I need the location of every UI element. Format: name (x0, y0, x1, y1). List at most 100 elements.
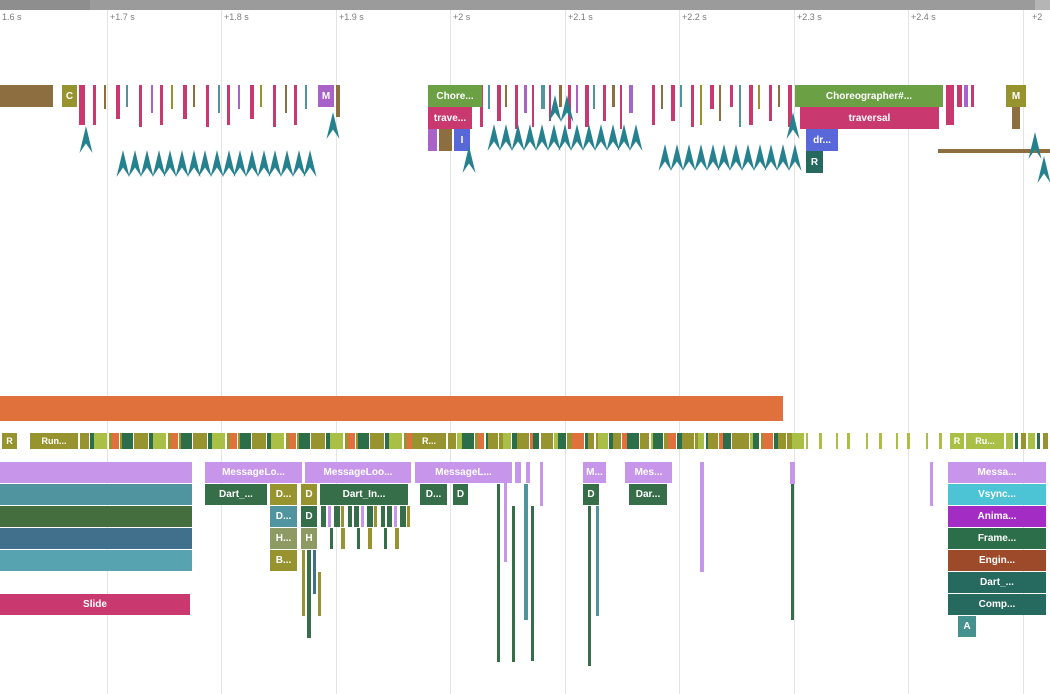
trace-slice[interactable] (640, 433, 643, 449)
trace-slice[interactable] (620, 85, 622, 129)
trace-slice-d[interactable]: D (301, 506, 317, 527)
trace-slice[interactable] (603, 85, 606, 121)
trace-slice[interactable] (252, 433, 257, 449)
trace-slice[interactable] (94, 433, 107, 449)
trace-slice[interactable] (208, 433, 212, 449)
trace-slice[interactable] (596, 433, 598, 449)
trace-slice[interactable] (139, 433, 148, 449)
trace-slice[interactable] (907, 433, 910, 449)
trace-slice-dart[interactable]: Dart_... (205, 484, 267, 505)
trace-slice-engin[interactable]: Engin... (948, 550, 1046, 571)
trace-slice[interactable] (395, 528, 399, 549)
trace-slice[interactable] (497, 484, 500, 662)
trace-slice[interactable] (515, 462, 521, 483)
trace-slice[interactable] (668, 433, 676, 449)
trace-slice[interactable] (334, 506, 340, 527)
trace-slice[interactable] (488, 433, 498, 449)
trace-slice[interactable] (515, 85, 518, 129)
trace-slice[interactable] (499, 433, 503, 449)
trace-slice[interactable] (700, 462, 704, 572)
trace-slice[interactable] (763, 433, 773, 449)
trace-slice[interactable] (289, 433, 296, 449)
trace-slice[interactable] (149, 433, 153, 449)
trace-slice[interactable] (462, 433, 474, 449)
trace-slice-r[interactable]: R (950, 433, 964, 449)
trace-slice[interactable] (90, 433, 94, 449)
trace-slice[interactable] (193, 85, 195, 107)
trace-slice[interactable] (179, 433, 181, 449)
trace-slice[interactable] (311, 433, 316, 449)
trace-slice[interactable] (238, 85, 240, 109)
trace-slice[interactable] (326, 433, 330, 449)
trace-slice[interactable] (478, 433, 484, 449)
trace-slice[interactable] (318, 572, 321, 616)
trace-slice[interactable] (964, 85, 968, 107)
trace-slice[interactable] (354, 506, 359, 527)
trace-slice[interactable] (926, 433, 928, 449)
trace-slice[interactable] (708, 433, 718, 449)
trace-slice[interactable] (749, 85, 753, 125)
trace-slice-m[interactable]: M... (583, 462, 606, 483)
trace-slice-d[interactable]: D (583, 484, 599, 505)
trace-slice[interactable] (946, 85, 954, 125)
trace-slice[interactable] (549, 85, 551, 121)
trace-slice[interactable] (706, 433, 708, 449)
trace-slice[interactable] (543, 433, 553, 449)
trace-slice-chore[interactable]: Chore... (428, 85, 482, 107)
trace-slice[interactable] (0, 506, 192, 527)
trace-slice[interactable] (126, 85, 128, 107)
trace-slice-comp[interactable]: Comp... (948, 594, 1046, 615)
trace-slice[interactable] (723, 433, 731, 449)
trace-slice[interactable] (504, 462, 507, 562)
trace-slice[interactable] (250, 85, 254, 119)
trace-slice[interactable] (271, 433, 284, 449)
trace-slice[interactable] (299, 433, 310, 449)
trace-slice[interactable] (348, 506, 352, 527)
trace-slice[interactable] (134, 433, 139, 449)
trace-slice[interactable] (93, 85, 96, 125)
trace-slice[interactable] (585, 433, 588, 449)
trace-slice[interactable] (653, 433, 663, 449)
trace-slice[interactable] (79, 85, 85, 125)
trace-slice[interactable] (181, 433, 192, 449)
trace-slice-choreographer[interactable]: Choreographer#... (795, 85, 943, 107)
trace-slice[interactable] (739, 85, 741, 127)
trace-slice[interactable] (730, 85, 733, 107)
trace-slice[interactable] (524, 85, 527, 113)
trace-slice[interactable] (778, 85, 780, 107)
trace-slice[interactable] (448, 433, 456, 449)
trace-slice[interactable] (321, 506, 326, 527)
trace-slice[interactable] (1015, 433, 1018, 449)
trace-slice[interactable] (753, 433, 759, 449)
trace-slice[interactable] (836, 433, 838, 449)
trace-slice[interactable] (503, 433, 511, 449)
trace-slice[interactable] (358, 433, 369, 449)
trace-slice[interactable] (384, 528, 387, 549)
trace-slice[interactable] (737, 433, 749, 449)
trace-slice[interactable] (273, 85, 276, 127)
trace-slice[interactable] (357, 528, 360, 549)
trace-slice-r[interactable]: R... (412, 433, 446, 449)
trace-slice[interactable] (531, 506, 534, 661)
trace-slice[interactable] (517, 433, 529, 449)
trace-slice-run[interactable]: Run... (30, 433, 78, 449)
trace-slice[interactable] (761, 433, 763, 449)
trace-slice[interactable] (302, 550, 305, 616)
trace-slice-dart[interactable]: Dart_... (948, 572, 1046, 593)
trace-slice-anima[interactable]: Anima... (948, 506, 1046, 527)
trace-slice-messa[interactable]: Messa... (948, 462, 1046, 483)
trace-slice[interactable] (122, 433, 133, 449)
trace-slice-h[interactable]: H (301, 528, 317, 549)
trace-slice-i[interactable]: I (454, 129, 470, 151)
trace-slice[interactable] (1021, 433, 1026, 449)
trace-slice-m[interactable]: M (318, 85, 334, 107)
trace-slice[interactable] (1043, 433, 1048, 449)
trace-slice[interactable] (381, 506, 385, 527)
trace-slice[interactable] (305, 85, 307, 109)
trace-slice[interactable] (389, 433, 402, 449)
trace-slice[interactable] (879, 433, 882, 449)
trace-slice[interactable] (695, 433, 698, 449)
trace-slice[interactable] (160, 85, 163, 125)
trace-slice[interactable] (230, 433, 237, 449)
